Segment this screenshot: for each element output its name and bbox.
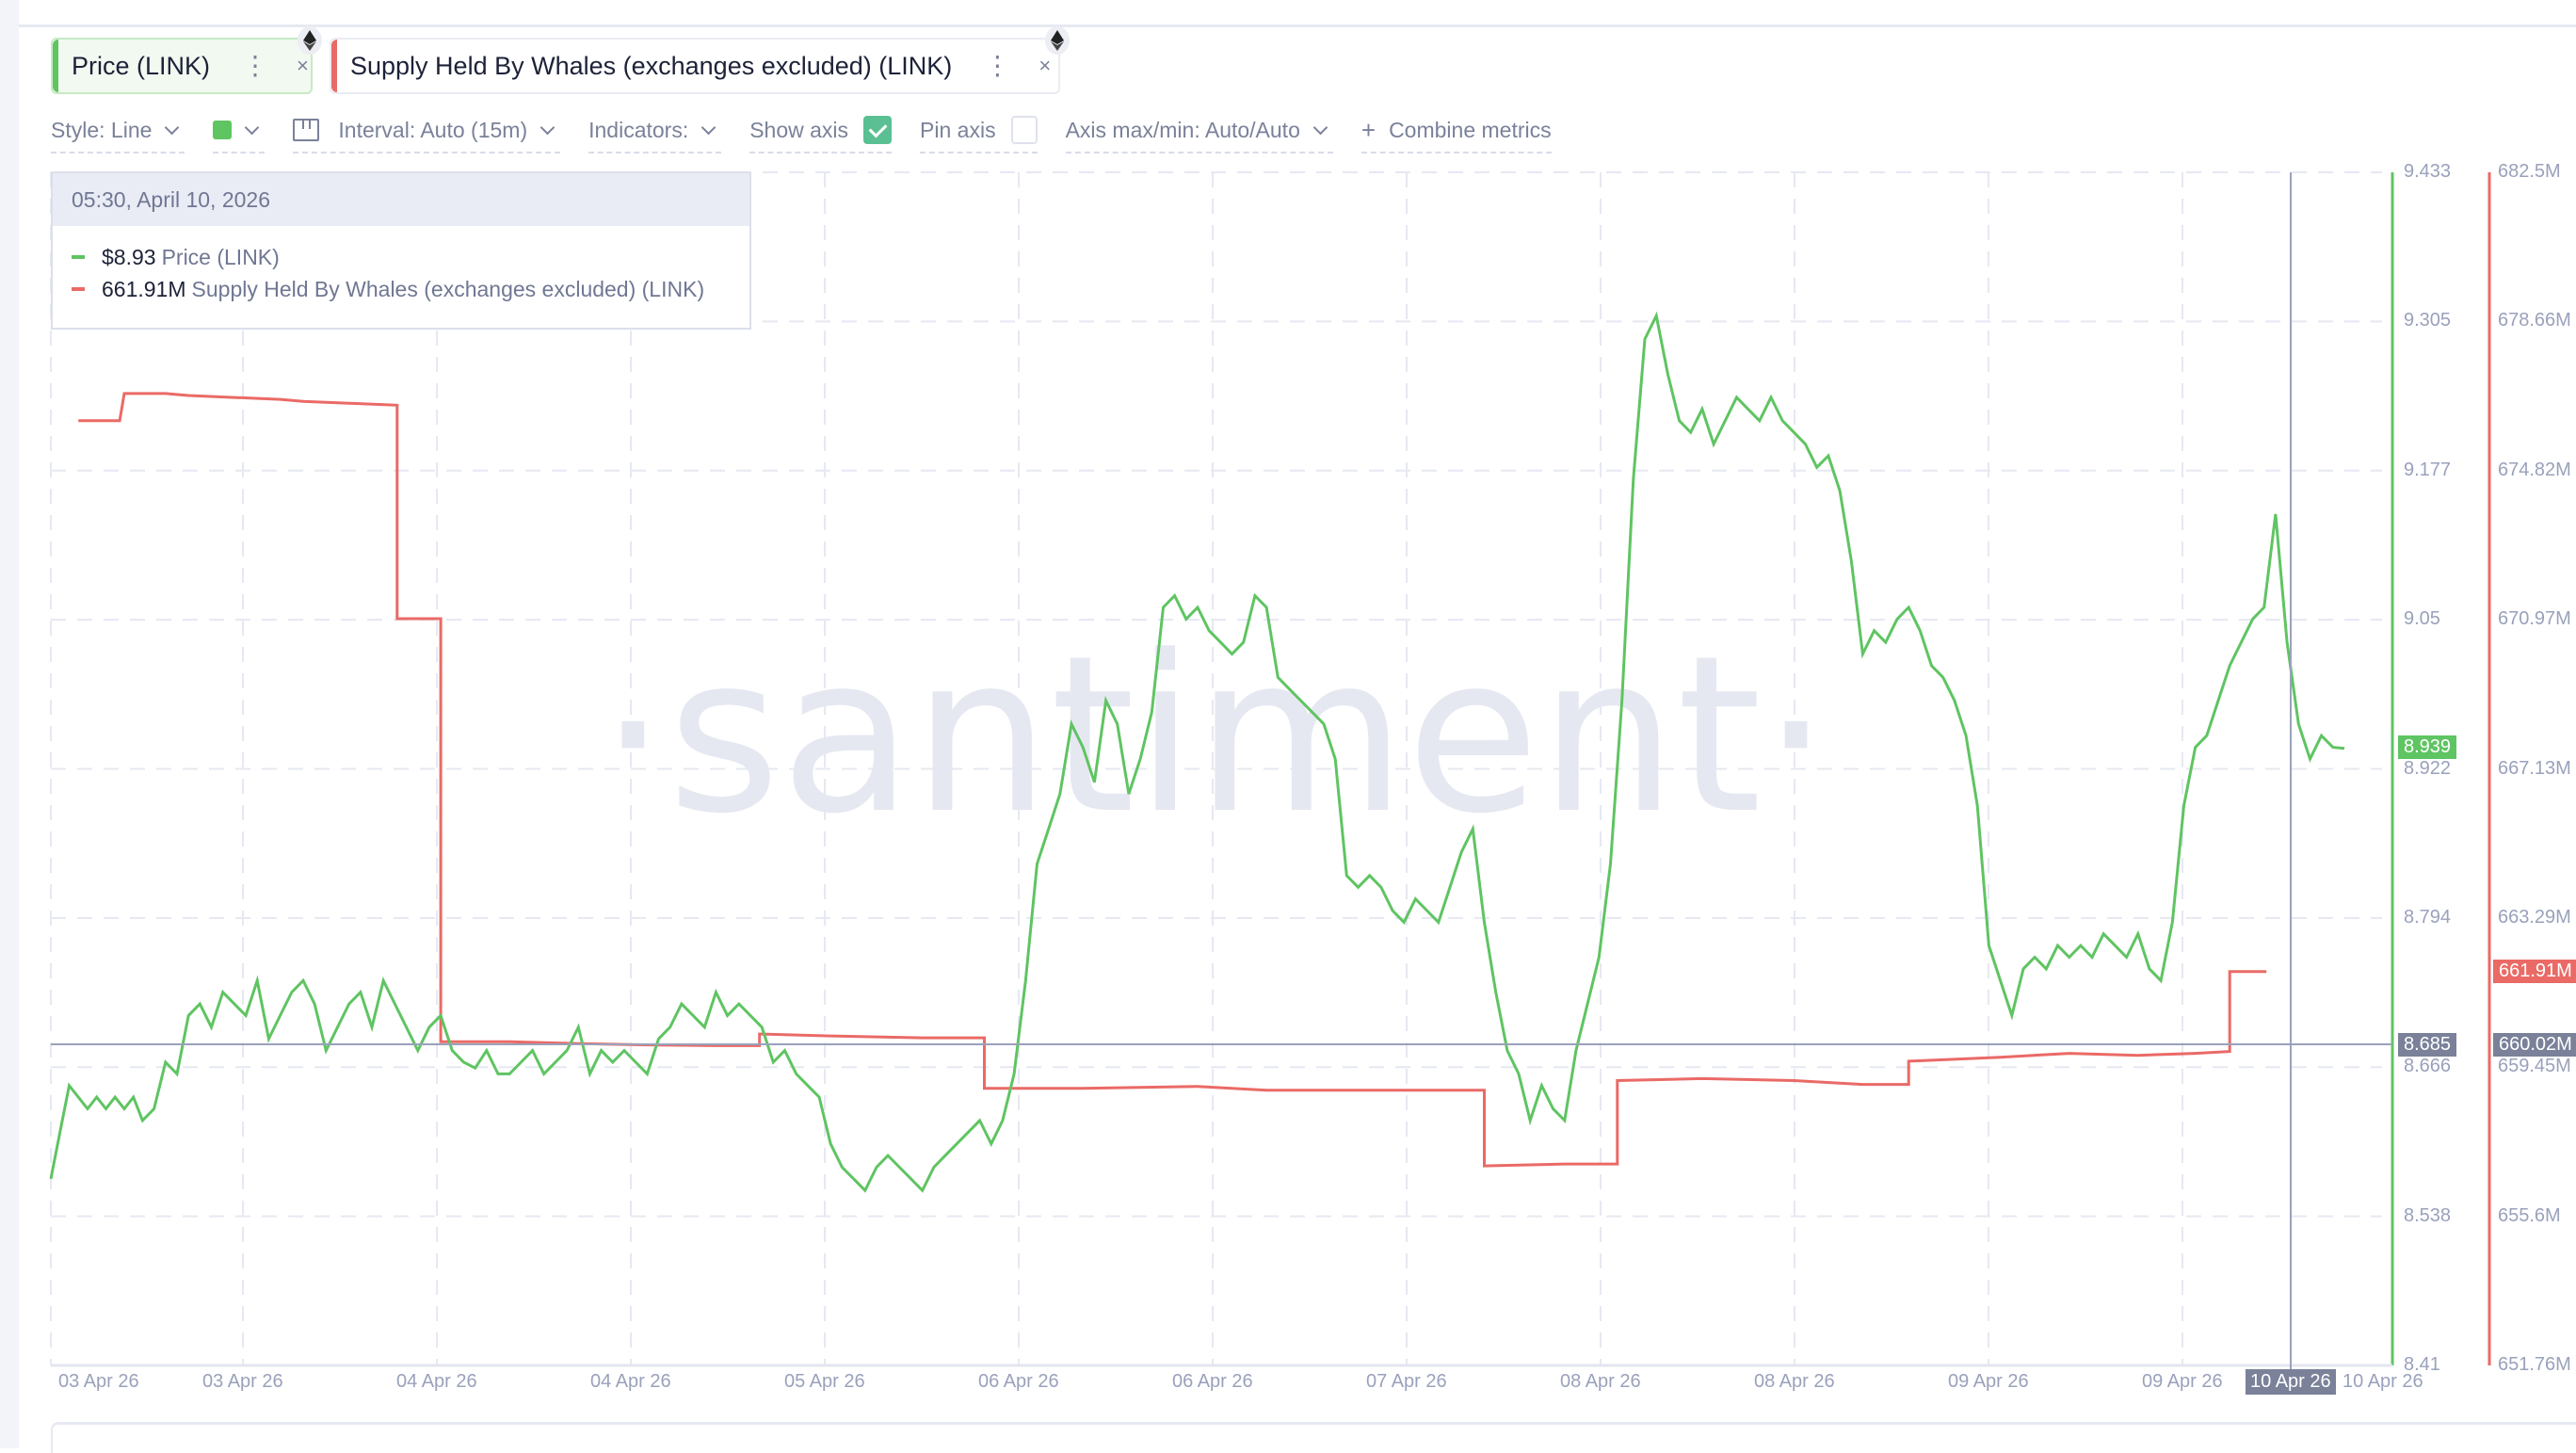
tooltip-row-supply: 661.91M Supply Held By Whales (exchanges… [72, 273, 749, 305]
kebab-icon[interactable]: ⋮ [984, 51, 1011, 80]
crosshair-date-badge: 10 Apr 26 [2246, 1369, 2336, 1395]
supply-axis-tick: 651.76M [2498, 1354, 2571, 1375]
supply-series-line [78, 392, 2267, 1168]
supply-axis-tick: 663.29M [2498, 906, 2571, 928]
price-axis-tick: 9.433 [2404, 161, 2452, 182]
style-dropdown[interactable]: Style: Line [51, 114, 185, 153]
x-axis-tick: 08 Apr 26 [1560, 1371, 1641, 1392]
interval-label: Interval: Auto (15m) [338, 117, 528, 142]
pin-axis-toggle[interactable]: Pin axis [920, 114, 1038, 153]
tooltip-metric-name: Supply Held By Whales (exchanges exclude… [191, 276, 705, 301]
metric-color-bar [331, 40, 337, 92]
metric-chip-price[interactable]: Price (LINK) ⋮ × [51, 26, 322, 94]
ethereum-icon [1045, 26, 1070, 55]
tooltip-value: 661.91M [102, 276, 186, 301]
metric-chip-supply[interactable]: Supply Held By Whales (exchanges exclude… [330, 26, 1070, 94]
price-axis-tick: 8.666 [2404, 1056, 2452, 1077]
price-axis-tick: 9.177 [2404, 459, 2452, 480]
price-axis-tick: 9.305 [2404, 310, 2452, 331]
watermark: ·santiment· [599, 610, 1830, 862]
price-axis-tick: 8.538 [2404, 1204, 2452, 1226]
show-axis-checkbox[interactable] [863, 116, 893, 144]
x-axis-tick: 04 Apr 26 [396, 1371, 477, 1392]
app-sidebar-edge [0, 0, 19, 1448]
x-axis-tick: 09 Apr 26 [1948, 1371, 2029, 1392]
x-axis-tick: 08 Apr 26 [1754, 1371, 1835, 1392]
ruler-icon [293, 119, 320, 141]
metric-label: Price (LINK) [72, 51, 211, 80]
plus-icon: + [1360, 115, 1377, 144]
header-band [19, 0, 2576, 27]
tooltip-metric-name: Price (LINK) [161, 244, 280, 269]
supply-axis-tick: 659.45M [2498, 1056, 2571, 1077]
tooltip-row-price: $8.93 Price (LINK) [72, 241, 749, 273]
show-axis-toggle[interactable]: Show axis [749, 114, 893, 153]
x-axis-tick: 06 Apr 26 [978, 1371, 1059, 1392]
price-last-value-badge: 8.939 [2398, 735, 2457, 759]
x-axis-tick: 06 Apr 26 [1172, 1371, 1253, 1392]
x-axis-tick: 05 Apr 26 [784, 1371, 865, 1392]
legend-swatch [72, 287, 85, 291]
supply-axis-tick: 655.6M [2498, 1204, 2561, 1226]
style-label: Style: Line [51, 117, 153, 142]
axis-maxmin-dropdown[interactable]: Axis max/min: Auto/Auto [1065, 114, 1333, 153]
combine-metrics-label: Combine metrics [1389, 117, 1552, 142]
interval-dropdown[interactable]: Interval: Auto (15m) [293, 114, 561, 153]
chart-tooltip: 05:30, April 10, 2026 $8.93 Price (LINK)… [51, 171, 751, 330]
supply-axis-tick: 667.13M [2498, 757, 2571, 779]
pin-axis-label: Pin axis [920, 117, 996, 142]
chart-toolbar: Style: Line Interval: Auto (15m) Indicat… [51, 113, 1580, 154]
x-axis-tick: 04 Apr 26 [590, 1371, 671, 1392]
supply-axis-tick: 682.5M [2498, 161, 2561, 182]
supply-last-value-badge: 661.91M [2493, 960, 2576, 983]
metric-label: Supply Held By Whales (exchanges exclude… [350, 51, 953, 80]
color-swatch [213, 121, 233, 139]
close-icon[interactable]: × [297, 54, 309, 77]
price-axis-tick: 8.794 [2404, 906, 2452, 928]
x-axis-tick: 03 Apr 26 [202, 1371, 283, 1392]
price-axis-tick: 9.05 [2404, 608, 2440, 630]
x-axis-tick: 03 Apr 26 [58, 1371, 139, 1392]
pin-axis-checkbox[interactable] [1010, 116, 1038, 144]
tooltip-value: $8.93 [102, 244, 156, 269]
kebab-icon[interactable]: ⋮ [242, 51, 269, 80]
combine-metrics-button[interactable]: + Combine metrics [1360, 114, 1552, 153]
axis-maxmin-label: Axis max/min: Auto/Auto [1065, 117, 1300, 142]
legend-swatch [72, 255, 85, 259]
x-axis-tick: 09 Apr 26 [2142, 1371, 2223, 1392]
x-axis-tick: 10 Apr 26 [2343, 1371, 2423, 1392]
indicators-dropdown[interactable]: Indicators: [588, 114, 722, 153]
price-series-line [49, 311, 2345, 1193]
price-axis-tick: 8.922 [2404, 757, 2452, 779]
ethereum-icon [298, 26, 322, 55]
range-navigator[interactable] [51, 1422, 2576, 1453]
supply-axis-tick: 674.82M [2498, 459, 2571, 480]
price-axis-tick: 8.41 [2404, 1354, 2440, 1375]
supply-axis-tick: 670.97M [2498, 608, 2571, 630]
chart-grid [50, 171, 2382, 1366]
supply-axis-tick: 678.66M [2498, 310, 2571, 331]
metric-color-bar [53, 40, 58, 92]
crosshair-supply-badge: 660.02M [2493, 1033, 2576, 1057]
show-axis-label: Show axis [749, 117, 849, 142]
x-axis-tick: 07 Apr 26 [1366, 1371, 1447, 1392]
tooltip-datetime: 05:30, April 10, 2026 [53, 173, 749, 226]
close-icon[interactable]: × [1038, 54, 1052, 77]
crosshair-price-badge: 8.685 [2398, 1033, 2457, 1057]
indicators-label: Indicators: [588, 117, 689, 142]
color-picker[interactable] [213, 114, 266, 153]
